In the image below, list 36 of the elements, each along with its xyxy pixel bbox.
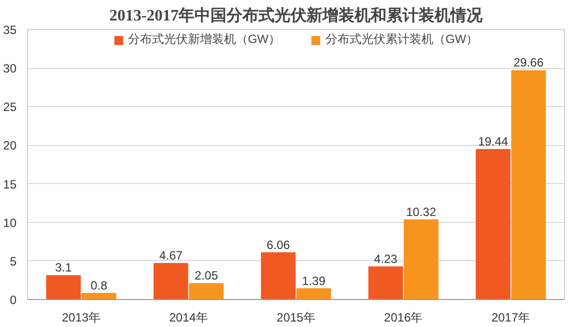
data-label: 19.44 (478, 134, 508, 149)
x-tick-label: 2015年 (276, 310, 316, 324)
data-label: 2.05 (194, 268, 218, 283)
x-tick-label: 2016年 (384, 310, 423, 324)
data-label: 10.32 (406, 204, 436, 219)
data-label: 0.8 (90, 278, 108, 292)
data-label: 29.66 (514, 56, 544, 70)
y-tick-label: 5 (10, 254, 17, 268)
bar (82, 292, 116, 300)
bar (260, 252, 296, 300)
y-tick-label: 30 (3, 62, 17, 76)
bar (296, 288, 332, 300)
y-tick-label: 10 (3, 216, 17, 230)
x-tick-label: 2017年 (491, 310, 530, 324)
y-tick-label: 35 (3, 23, 17, 37)
bar (188, 283, 224, 300)
legend-label: 分布式光伏累计装机（GW） (326, 31, 478, 48)
bar (476, 149, 510, 300)
data-label: 4.67 (159, 248, 183, 262)
legend-label: 分布式光伏新增装机（GW） (128, 31, 280, 48)
data-label: 4.23 (374, 252, 398, 266)
bar (404, 219, 438, 300)
data-label: 3.1 (55, 260, 72, 275)
y-tick-label: 25 (3, 100, 17, 114)
bar (368, 266, 404, 300)
x-tick-label: 2013年 (62, 310, 101, 324)
data-label: 6.06 (266, 238, 290, 252)
bar (154, 262, 188, 300)
bar (46, 275, 81, 300)
y-tick-label: 15 (3, 177, 17, 192)
y-tick-label: 0 (10, 293, 17, 307)
x-tick-label: 2014年 (169, 310, 208, 324)
bar (511, 70, 546, 300)
y-tick-label: 20 (3, 138, 17, 153)
chart-title: 2013-2017年中国分布式光伏新增装机和累计装机情况 (109, 6, 484, 24)
data-label: 1.39 (302, 274, 326, 288)
